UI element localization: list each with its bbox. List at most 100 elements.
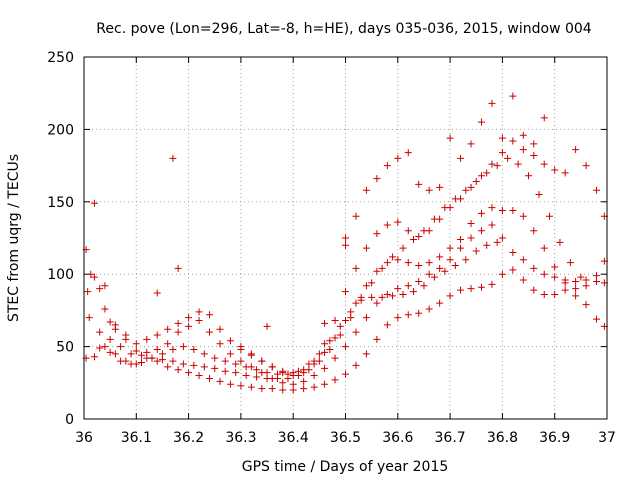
data-point (211, 354, 219, 362)
data-point (127, 350, 135, 358)
data-point (561, 279, 569, 287)
data-point (446, 204, 454, 212)
y-axis-ticks: 0 50 100 150 200 250 (47, 50, 607, 428)
data-point (87, 270, 95, 278)
data-point (572, 285, 580, 293)
data-point (394, 256, 402, 264)
data-point (561, 286, 569, 294)
data-point (284, 370, 292, 378)
x-tick-label: 36.1 (121, 430, 152, 446)
data-point (111, 325, 119, 333)
data-point (394, 285, 402, 293)
data-point (436, 183, 444, 191)
data-point (566, 259, 574, 267)
y-tick-label: 250 (47, 50, 74, 66)
data-point (399, 244, 407, 252)
data-point (310, 372, 318, 380)
data-point (483, 169, 491, 177)
data-point (420, 282, 428, 290)
data-point (425, 186, 433, 194)
x-axis-label: GPS time / Days of year 2015 (242, 459, 449, 475)
data-point (153, 289, 161, 297)
data-point (457, 244, 465, 252)
series-outliers (153, 154, 349, 330)
data-point (258, 357, 266, 365)
data-point (498, 134, 506, 142)
x-tick-label: 37 (598, 430, 616, 446)
data-point (117, 357, 125, 365)
data-point (383, 290, 391, 298)
data-point (190, 361, 198, 369)
data-point (582, 301, 590, 309)
data-point (399, 290, 407, 298)
data-point (582, 162, 590, 170)
data-point (195, 308, 203, 316)
data-point (179, 360, 187, 368)
data-point (572, 277, 580, 285)
data-point (232, 360, 240, 368)
data-point (289, 369, 297, 377)
data-point (242, 363, 250, 371)
data-point (451, 262, 459, 270)
data-point (572, 292, 580, 300)
data-point (404, 259, 412, 267)
data-point (206, 311, 214, 319)
data-point (556, 238, 564, 246)
data-point (593, 277, 601, 285)
data-point (530, 286, 538, 294)
data-point (519, 146, 527, 154)
data-point (174, 328, 182, 336)
x-tick-label: 36.2 (173, 430, 204, 446)
data-point (206, 328, 214, 336)
data-point (404, 311, 412, 319)
data-point (551, 263, 559, 271)
chart-title: Rec. pove (Lon=296, Lat=-8, h=HE), days … (96, 21, 592, 37)
data-point (504, 154, 512, 162)
data-point (279, 379, 287, 387)
data-point (300, 385, 308, 393)
data-point (106, 335, 114, 343)
data-point (409, 288, 417, 296)
data-point (498, 206, 506, 214)
y-tick-label: 150 (47, 195, 74, 211)
data-point (362, 282, 370, 290)
data-point (467, 234, 475, 242)
data-point (331, 376, 339, 384)
x-tick-label: 36.4 (278, 430, 309, 446)
data-point (253, 373, 261, 381)
data-point (300, 377, 308, 385)
data-point (258, 385, 266, 393)
x-tick-label: 36.7 (435, 430, 466, 446)
data-point (373, 230, 381, 238)
data-point (430, 273, 438, 281)
data-point (477, 209, 485, 217)
data-point (446, 244, 454, 252)
data-point (96, 285, 104, 293)
data-point (90, 353, 98, 361)
data-point (305, 360, 313, 368)
data-point (519, 256, 527, 264)
data-point (415, 309, 423, 317)
data-point (342, 241, 349, 249)
data-point (321, 319, 329, 327)
data-point (404, 227, 412, 235)
series-sat-4 (90, 204, 608, 380)
data-point (593, 315, 601, 323)
data-point (321, 380, 329, 388)
data-point (493, 238, 501, 246)
x-tick-label: 36.9 (539, 430, 570, 446)
data-point (373, 175, 381, 183)
data-point (179, 343, 187, 351)
data-point (216, 340, 224, 348)
data-point (153, 331, 161, 339)
data-point (572, 146, 580, 154)
data-point (226, 380, 234, 388)
data-point (84, 288, 92, 296)
data-point (467, 285, 475, 293)
data-point (593, 186, 601, 194)
data-point (509, 137, 517, 145)
data-point (362, 244, 370, 252)
data-point (415, 180, 423, 188)
y-tick-label: 100 (47, 267, 74, 283)
data-point (488, 280, 496, 288)
